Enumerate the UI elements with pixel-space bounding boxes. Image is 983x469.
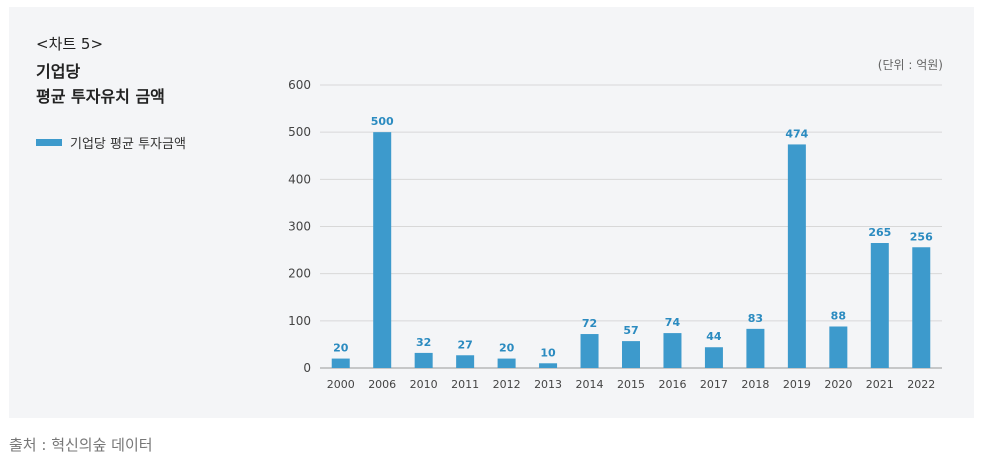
data-label: 27 [457,338,472,351]
data-label: 256 [910,230,933,243]
chart-panel [9,7,974,418]
x-tick-label: 2016 [658,378,686,391]
x-tick-label: 2011 [451,378,479,391]
bar [663,333,682,368]
data-label: 88 [831,309,846,322]
y-tick-label: 200 [288,267,311,281]
x-tick-label: 2012 [493,378,521,391]
bar [829,326,848,368]
chart-title-line-1: 기업당 [36,62,81,81]
source-note: 출처 : 혁신의숲 데이터 [9,436,153,454]
data-label: 10 [540,346,556,359]
x-tick-label: 2021 [866,378,894,391]
bar [870,243,889,368]
legend-label: 기업당 평균 투자금액 [70,137,186,152]
bar [622,341,640,368]
y-tick-label: 100 [288,314,311,328]
x-tick-label: 2006 [368,378,396,391]
x-tick-label: 2014 [576,378,604,391]
data-label: 20 [499,342,515,355]
y-tick-label: 500 [288,125,311,139]
bar [456,355,475,368]
data-label: 74 [665,316,681,329]
x-tick-label: 2015 [617,378,645,391]
data-label: 72 [582,317,597,330]
data-label: 474 [785,127,808,140]
legend-swatch [36,139,62,146]
legend: 기업당 평균 투자금액 [36,133,186,152]
bar [580,334,599,368]
bar [912,247,931,368]
y-tick-label: 300 [288,220,311,234]
data-label: 44 [706,330,722,343]
chart-number-label: <차트 5> [36,35,104,53]
bar [539,363,558,368]
data-label: 265 [868,226,891,239]
bar [746,328,765,368]
data-label: 83 [748,312,763,325]
data-label: 500 [371,115,394,128]
data-label: 20 [333,342,349,355]
x-tick-label: 2022 [907,378,935,391]
x-tick-label: 2018 [741,378,769,391]
y-tick-label: 400 [288,172,311,186]
x-tick-label: 2013 [534,378,562,391]
data-label: 32 [416,336,431,349]
x-tick-label: 2020 [824,378,852,391]
x-tick-label: 2010 [410,378,438,391]
bar [331,358,350,368]
y-tick-label: 0 [303,361,311,375]
chart-title-line-2: 평균 투자유치 금액 [36,87,165,106]
bar [704,347,723,368]
bar [787,144,806,368]
bar [497,358,516,368]
y-tick-label: 600 [288,78,311,92]
bar [414,352,433,368]
x-tick-label: 2000 [327,378,355,391]
data-label: 57 [623,324,638,337]
x-tick-label: 2017 [700,378,728,391]
x-tick-label: 2019 [783,378,811,391]
unit-label: (단위 : 억원) [877,58,943,72]
bar [373,132,392,368]
